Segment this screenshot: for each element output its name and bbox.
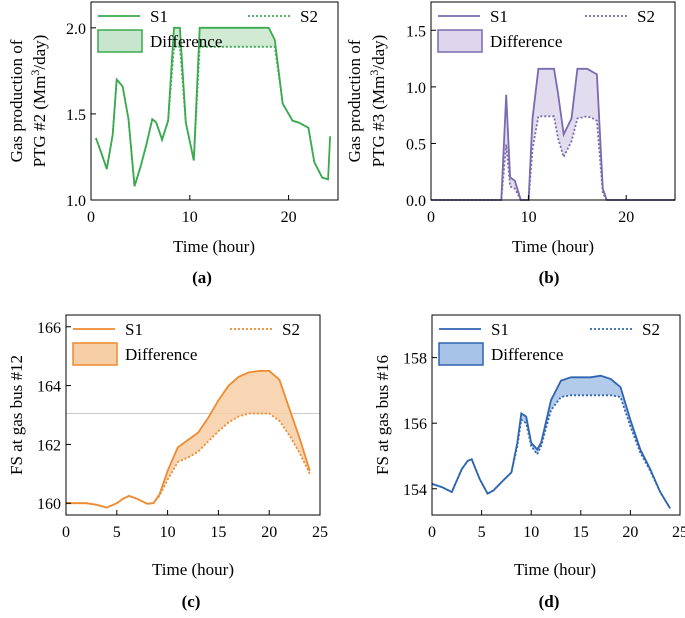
- y-label-superscript: 3: [367, 70, 381, 76]
- legend-s1-label: S1: [125, 320, 143, 339]
- x-tick-label: 10: [521, 209, 537, 226]
- series-line-s2: [431, 394, 671, 509]
- x-tick-label: 20: [618, 209, 634, 226]
- legend-diff-label: Difference: [491, 345, 563, 364]
- panel-caption: (c): [182, 592, 201, 611]
- x-tick-label: 15: [210, 524, 226, 541]
- chart-panel-3: 0 5 10 15 20 25 160 162 164 166 Time (hour) FS at g…: [7, 314, 328, 611]
- series-line-s1: [66, 369, 311, 509]
- y-axis-label: Gas production of: [345, 39, 364, 162]
- difference-area: [431, 68, 675, 200]
- difference-area: [66, 370, 310, 508]
- x-tick-label: 20: [261, 524, 277, 541]
- y-tick-label: 0.5: [406, 136, 426, 153]
- plot-frame: [431, 314, 681, 516]
- y-axis-label: Gas production of: [7, 39, 26, 162]
- series-line-s2: [95, 45, 329, 187]
- y-tick-label: 1.0: [406, 80, 426, 97]
- x-tick-label: 0: [428, 524, 436, 541]
- series-line-s1: [431, 67, 675, 201]
- legend-diff-label: Difference: [150, 32, 222, 51]
- y-tick-label: 1.5: [406, 23, 426, 40]
- y-label-superscript: 3: [28, 70, 42, 76]
- legend-diff-swatch: [72, 342, 118, 366]
- legend-diff-label: Difference: [490, 32, 562, 51]
- legend-s1-label: S1: [150, 7, 168, 26]
- y-tick-label: 1.0: [66, 193, 86, 210]
- x-tick-label: 15: [573, 524, 589, 541]
- x-tick-label: 10: [182, 209, 198, 226]
- legend-s2-label: S2: [642, 320, 660, 339]
- y-tick-label: 2.0: [66, 21, 86, 38]
- legend-s1-label: S1: [490, 7, 508, 26]
- x-axis-label: Time (hour): [173, 237, 255, 256]
- x-tick-label: 0: [427, 209, 435, 226]
- x-tick-label: 20: [281, 209, 297, 226]
- x-tick-label: 10: [523, 524, 539, 541]
- difference-area: [432, 375, 671, 509]
- x-tick-label: 10: [160, 524, 176, 541]
- x-tick-label: 5: [478, 524, 486, 541]
- y-axis-label: FS at gas bus #16: [373, 355, 392, 475]
- y-label-part: /day): [30, 35, 49, 70]
- y-label-part: PTG #3 (Mm: [369, 76, 388, 168]
- panel-caption: (d): [539, 592, 560, 611]
- legend-s2-label: S2: [637, 7, 655, 26]
- x-axis-label: Time (hour): [512, 237, 594, 256]
- plot-frame: [90, 1, 339, 201]
- x-tick-label: 5: [113, 524, 121, 541]
- panel-caption: (a): [192, 268, 212, 287]
- y-label-part: PTG #2 (Mm: [30, 76, 49, 168]
- y-tick-label: 158: [403, 351, 427, 368]
- y-axis-label: FS at gas bus #12: [7, 355, 26, 475]
- x-axis-label: Time (hour): [514, 560, 596, 579]
- y-tick-label: 164: [37, 379, 61, 396]
- chart-panel-2: 0 10 20 0.0 0.5 1.0 1.5 Time (hour) Gas producti…: [345, 1, 676, 287]
- x-tick-label: 20: [622, 524, 638, 541]
- y-tick-label: 154: [403, 482, 427, 499]
- series-line-s1: [431, 374, 671, 509]
- y-tick-label: 160: [37, 496, 61, 513]
- legend-diff-swatch: [97, 29, 143, 53]
- y-tick-label: 0.0: [406, 193, 426, 210]
- plot-frame: [430, 1, 676, 201]
- x-axis-label: Time (hour): [152, 560, 234, 579]
- series-line-s1: [95, 26, 331, 187]
- panel-caption: (b): [539, 268, 560, 287]
- x-tick-label: 0: [62, 524, 70, 541]
- y-axis-label-line2: PTG #2 (Mm3/day): [28, 35, 49, 168]
- legend-s2-label: S2: [282, 320, 300, 339]
- y-axis-label-line2: PTG #3 (Mm3/day): [367, 35, 388, 168]
- legend-s1-label: S1: [491, 320, 509, 339]
- legend-s2-label: S2: [300, 7, 318, 26]
- y-tick-label: 156: [403, 416, 427, 433]
- series-line-s2: [66, 412, 311, 509]
- y-label-part: /day): [369, 35, 388, 70]
- chart-panel-4: 0 5 10 15 20 25 154 156 158 Time (hour) FS at gas …: [373, 314, 685, 611]
- legend-diff-label: Difference: [125, 345, 197, 364]
- chart-panel-1: 0 10 20 1.0 1.5 2.0 Time (hour) Gas production …: [7, 1, 339, 287]
- y-tick-label: 166: [37, 320, 61, 337]
- x-tick-label: 0: [87, 209, 95, 226]
- y-tick-label: 162: [37, 437, 61, 454]
- x-tick-label: 25: [312, 524, 328, 541]
- series-line-s2: [431, 115, 675, 201]
- x-tick-label: 25: [672, 524, 685, 541]
- y-tick-label: 1.5: [66, 107, 86, 124]
- legend-diff-swatch: [437, 29, 483, 53]
- plot-frame: [65, 314, 321, 516]
- legend-diff-swatch: [438, 342, 484, 366]
